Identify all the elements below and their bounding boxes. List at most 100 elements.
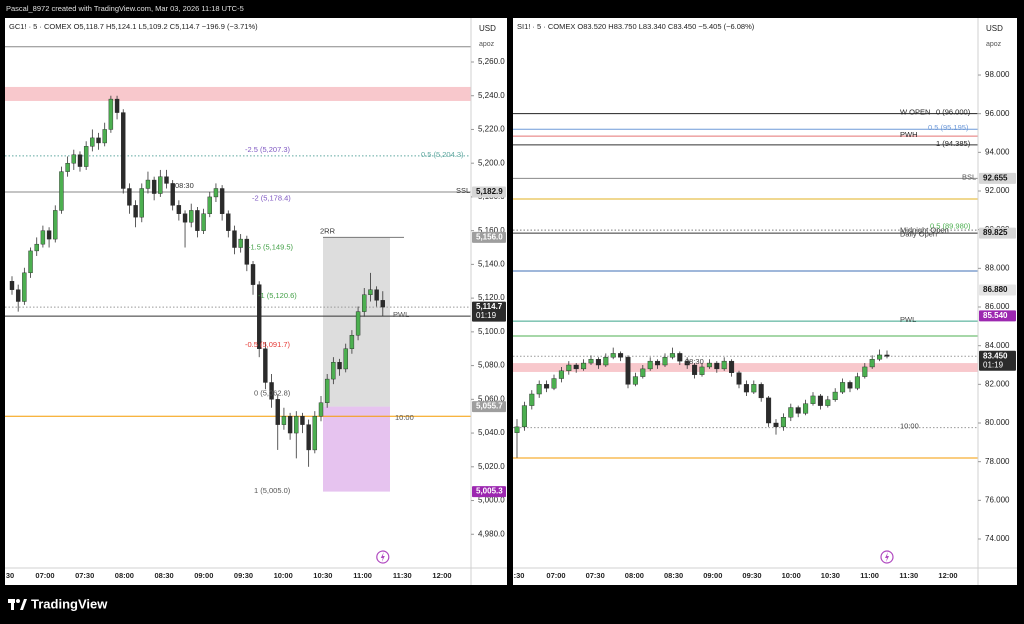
candle-body (551, 378, 557, 389)
alert-icon (380, 552, 385, 562)
y-tick-label: 92.000 (985, 186, 1010, 195)
x-tick-label: 07:30 (586, 571, 605, 580)
x-tick-label: 11:30 (899, 571, 918, 580)
panel-right (513, 18, 1017, 585)
y-tick-label: 5,160.0 (478, 226, 505, 235)
candle-body (536, 384, 542, 395)
y-tick-label: 94.000 (985, 147, 1010, 156)
candle-body (207, 196, 212, 214)
candle-body (632, 376, 638, 385)
candle-body (869, 359, 875, 368)
annotation: -1 (5,120.6) (258, 291, 297, 300)
candle-body (795, 407, 801, 414)
candle-body (788, 407, 794, 418)
candle-body (640, 368, 646, 377)
candle-body (28, 250, 33, 274)
x-tick-label: 09:30 (234, 571, 253, 580)
candle-body (877, 354, 883, 360)
price-label: 5,055.7 (476, 402, 503, 411)
candle-body (238, 238, 243, 248)
y-tick-label: 80.000 (985, 418, 1010, 427)
candle-body (743, 384, 749, 393)
scale-label: apoz (479, 41, 495, 48)
candle-body (213, 188, 219, 198)
candle-body (840, 382, 846, 393)
y-tick-label: 5,240.0 (478, 91, 505, 100)
candle-body (677, 353, 683, 362)
annotation: 0 (96.000) (936, 108, 971, 117)
candle-body (610, 353, 616, 358)
y-tick-label: 82.000 (985, 379, 1010, 388)
y-tick-label: 96.000 (985, 109, 1010, 118)
y-tick-label: 5,200.0 (478, 158, 505, 167)
candle-body (133, 205, 138, 218)
x-tick-label: 10:30 (821, 571, 840, 580)
candle-body (59, 171, 64, 211)
annotation: 10:00 (900, 422, 919, 431)
candle-body (832, 391, 838, 401)
logo (8, 599, 27, 610)
annotation: 08:30 (175, 181, 194, 190)
panel-left (5, 18, 507, 585)
candle-body (189, 210, 194, 223)
candle-body (15, 289, 21, 302)
candle-body (164, 176, 169, 184)
annotation: 0 (5,062.8) (254, 389, 291, 398)
candle-body (884, 354, 890, 357)
annotation: -1.5 (5,149.5) (248, 242, 294, 251)
candle-body (151, 179, 157, 194)
y-tick-label: 5,000.0 (478, 496, 505, 505)
candle-body (374, 289, 379, 301)
y-tick-label: 86.000 (985, 302, 1010, 311)
annotation: PWL (900, 315, 916, 324)
candle-body (618, 353, 624, 358)
y-tick-label: 5,080.0 (478, 361, 505, 370)
candle-body (102, 129, 107, 144)
candle-body (368, 289, 373, 295)
candle-body (595, 359, 601, 366)
candle-body (9, 281, 15, 290)
x-tick-label: 10:00 (782, 571, 801, 580)
candle-body (324, 378, 330, 403)
zone (513, 363, 978, 372)
price-label-bg (472, 401, 506, 413)
y-tick-label: 76.000 (985, 495, 1010, 504)
x-tick-label: 09:00 (194, 571, 213, 580)
annotation: 0.5 (5,204.3) (421, 150, 464, 159)
candle-body (306, 424, 311, 451)
currency: USD (986, 24, 1003, 33)
annotation: W OPEN (900, 108, 930, 117)
candle-body (684, 360, 690, 366)
price-label: 85.540 (983, 311, 1008, 320)
x-tick-label: 08:30 (664, 571, 683, 580)
brand: TradingView (31, 596, 108, 611)
annotation: PWL (393, 310, 409, 319)
candle-body (825, 399, 831, 406)
candle-body (226, 213, 231, 231)
candle-body (46, 230, 52, 240)
countdown: 01:19 (983, 360, 1004, 369)
x-tick-label: 07:00 (35, 571, 54, 580)
candle-body (201, 213, 206, 231)
chart-header: GC1! · 5 · COMEX O5,118.7 H5,124.1 L5,10… (9, 22, 258, 31)
candle-body (232, 230, 237, 248)
y-tick-label: 5,140.0 (478, 260, 505, 269)
candle-body (269, 382, 274, 400)
y-tick-label: 5,060.0 (478, 394, 505, 403)
annotation: 2RR (320, 226, 336, 235)
candle-body (566, 364, 572, 372)
x-tick-label: 11:00 (860, 571, 879, 580)
y-tick-label: 4,980.0 (478, 529, 505, 538)
candle-body (669, 353, 675, 358)
candle-body (294, 415, 299, 434)
candle-body (699, 366, 705, 375)
x-tick-label: 11:30 (393, 571, 412, 580)
candle-body (331, 362, 336, 380)
candle-body (287, 415, 293, 434)
y-tick-label: 84.000 (985, 341, 1010, 350)
candle-body (96, 137, 101, 144)
price-label: 83.450 (983, 351, 1008, 360)
candle-body (343, 348, 348, 370)
candle-body (22, 272, 27, 302)
x-tick-label: 12:00 (938, 571, 957, 580)
